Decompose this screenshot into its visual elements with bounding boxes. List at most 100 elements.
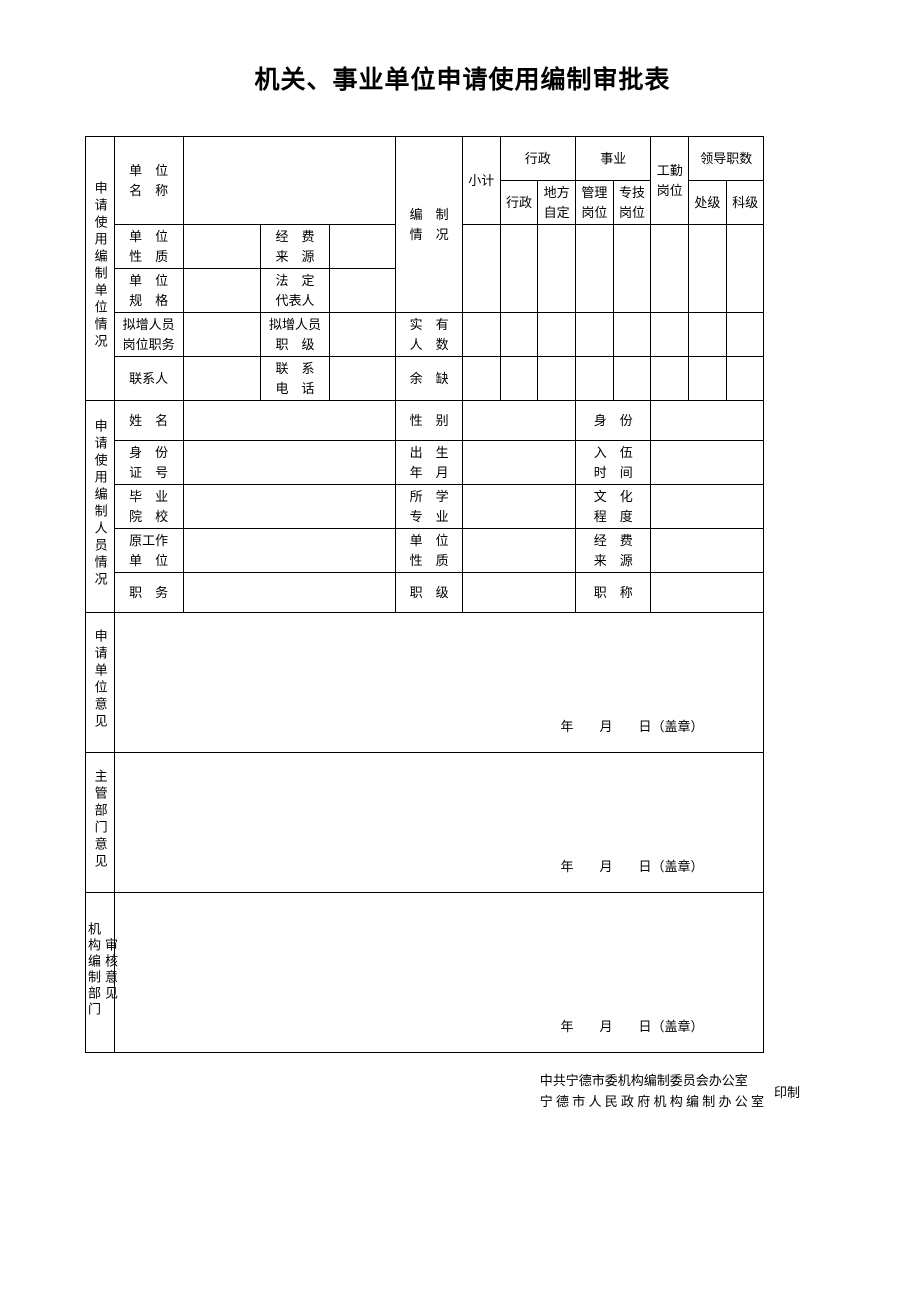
label-edu: 文 化 程 度 xyxy=(576,485,651,529)
value-vacancy-leader1 xyxy=(689,357,727,401)
value-quota-service xyxy=(651,225,689,313)
value-quota-subtotal xyxy=(462,225,500,313)
label-unit-spec: 单 位 规 格 xyxy=(114,269,183,313)
value-orig-nature xyxy=(462,529,575,573)
value-quota-leader1 xyxy=(689,225,727,313)
section1-header: 申请使用编制单位情况 xyxy=(86,137,115,401)
label-leader-group: 领导职数 xyxy=(689,137,764,181)
footer-line1: 中共宁德市委机构编制委员会办公室 xyxy=(540,1071,764,1092)
label-gender: 性 别 xyxy=(396,401,463,441)
value-quota-career2 xyxy=(613,225,651,313)
opinion-unit-cell: 年 月 日（盖章） xyxy=(114,613,764,753)
label-orig-nature: 单 位 性 质 xyxy=(396,529,463,573)
footer: 中共宁德市委机构编制委员会办公室 宁 德 市 人 民 政 府 机 构 编 制 办… xyxy=(85,1071,840,1113)
value-actual-subtotal xyxy=(462,313,500,357)
value-name xyxy=(183,401,396,441)
label-birth: 出 生 年 月 xyxy=(396,441,463,485)
label-career1: 管理 岗位 xyxy=(576,181,614,225)
value-birth xyxy=(462,441,575,485)
value-idno xyxy=(183,441,396,485)
label-title: 职 称 xyxy=(576,573,651,613)
value-vacancy-career2 xyxy=(613,357,651,401)
value-actual-leader1 xyxy=(689,313,727,357)
label-admin1: 行政 xyxy=(500,181,538,225)
label-idno: 身 份 证 号 xyxy=(114,441,183,485)
value-actual-leader2 xyxy=(726,313,764,357)
label-service: 工勤 岗位 xyxy=(651,137,689,225)
value-gender xyxy=(462,401,575,441)
label-admin-group: 行政 xyxy=(500,137,575,181)
value-quota-career1 xyxy=(576,225,614,313)
value-major xyxy=(462,485,575,529)
value-rank xyxy=(462,573,575,613)
label-phone: 联 系 电 话 xyxy=(261,357,330,401)
value-vacancy-career1 xyxy=(576,357,614,401)
value-contact xyxy=(183,357,261,401)
label-leader2: 科级 xyxy=(726,181,764,225)
label-orig-unit: 原工作 单 位 xyxy=(114,529,183,573)
value-vacancy-service xyxy=(651,357,689,401)
value-vacancy-leader2 xyxy=(726,357,764,401)
value-quota-admin2 xyxy=(538,225,576,313)
opinion-dept-cell: 年 月 日（盖章） xyxy=(114,753,764,893)
label-duty: 职 务 xyxy=(114,573,183,613)
label-identity: 身 份 xyxy=(576,401,651,441)
label-leader1: 处级 xyxy=(689,181,727,225)
footer-line2: 宁 德 市 人 民 政 府 机 构 编 制 办 公 室 xyxy=(540,1092,764,1113)
value-vacancy-admin1 xyxy=(500,357,538,401)
label-fund-source: 经 费 来 源 xyxy=(261,225,330,269)
label-name: 姓 名 xyxy=(114,401,183,441)
section2-header: 申请使用编制人员情况 xyxy=(86,401,115,613)
value-add-post xyxy=(183,313,261,357)
label-contact: 联系人 xyxy=(114,357,183,401)
value-fund-source xyxy=(329,225,396,269)
value-vacancy-admin2 xyxy=(538,357,576,401)
value-orig-fund xyxy=(651,529,764,573)
value-quota-admin1 xyxy=(500,225,538,313)
label-enlist: 入 伍 时 间 xyxy=(576,441,651,485)
page-title: 机关、事业单位申请使用编制审批表 xyxy=(85,60,840,96)
label-legal-rep: 法 定 代表人 xyxy=(261,269,330,313)
value-unit-name xyxy=(183,137,396,225)
value-vacancy-subtotal xyxy=(462,357,500,401)
label-vacancy: 余 缺 xyxy=(396,357,463,401)
opinion-org-cell: 年 月 日（盖章） xyxy=(114,893,764,1053)
label-career2: 专技 岗位 xyxy=(613,181,651,225)
value-actual-admin1 xyxy=(500,313,538,357)
value-title xyxy=(651,573,764,613)
value-actual-admin2 xyxy=(538,313,576,357)
opinion-unit-header: 申请单位意见 xyxy=(86,613,115,753)
label-admin2: 地方 自定 xyxy=(538,181,576,225)
opinion-org-header: 机构编制部门 审核意见 xyxy=(86,893,115,1053)
label-actual: 实 有 人 数 xyxy=(396,313,463,357)
value-add-rank xyxy=(329,313,396,357)
label-add-post: 拟增人员 岗位职务 xyxy=(114,313,183,357)
label-major: 所 学 专 业 xyxy=(396,485,463,529)
approval-form-table: 申请使用编制单位情况 单 位 名 称 编 制 情 况 小计 行政 事业 工勤 岗… xyxy=(85,136,840,1053)
value-school xyxy=(183,485,396,529)
value-actual-service xyxy=(651,313,689,357)
value-edu xyxy=(651,485,764,529)
value-orig-unit xyxy=(183,529,396,573)
label-subtotal: 小计 xyxy=(462,137,500,225)
label-orig-fund: 经 费 来 源 xyxy=(576,529,651,573)
value-actual-career2 xyxy=(613,313,651,357)
label-rank: 职 级 xyxy=(396,573,463,613)
value-duty xyxy=(183,573,396,613)
label-unit-nature: 单 位 性 质 xyxy=(114,225,183,269)
value-unit-nature xyxy=(183,225,261,269)
opinion-dept-header: 主管部门意见 xyxy=(86,753,115,893)
label-add-rank: 拟增人员 职 级 xyxy=(261,313,330,357)
value-identity xyxy=(651,401,764,441)
footer-right: 印制 xyxy=(774,1082,800,1101)
label-school: 毕 业 院 校 xyxy=(114,485,183,529)
value-legal-rep xyxy=(329,269,396,313)
value-enlist xyxy=(651,441,764,485)
label-quota: 编 制 情 况 xyxy=(396,137,463,313)
value-actual-career1 xyxy=(576,313,614,357)
value-quota-leader2 xyxy=(726,225,764,313)
value-phone xyxy=(329,357,396,401)
label-unit-name: 单 位 名 称 xyxy=(114,137,183,225)
value-unit-spec xyxy=(183,269,261,313)
label-career-group: 事业 xyxy=(576,137,651,181)
